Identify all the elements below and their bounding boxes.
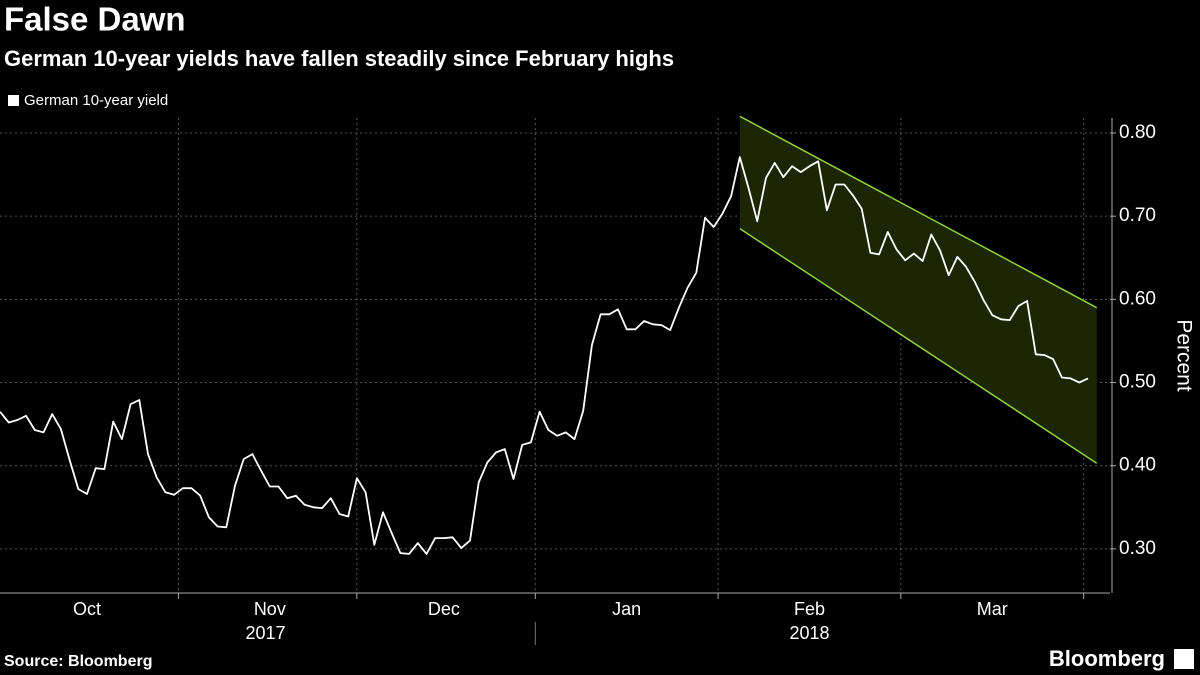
x-tick-label: Oct [73, 599, 101, 619]
brand-icon [1174, 649, 1194, 669]
y-tick-label: 0.50 [1119, 372, 1156, 393]
data-line [0, 156, 1089, 555]
x-tick-label: Feb [794, 599, 825, 619]
x-tick-label: Dec [428, 599, 460, 619]
channel-line [739, 228, 1098, 464]
y-tick-label: 0.30 [1119, 538, 1156, 559]
y-axis-label: Percent [1172, 319, 1195, 392]
brand: Bloomberg [1049, 646, 1165, 671]
y-tick-label: 0.70 [1119, 205, 1156, 226]
source: Source: Bloomberg [4, 653, 152, 670]
y-tick-label: 0.60 [1119, 288, 1156, 309]
x-tick-label: Nov [254, 599, 286, 619]
chart-title: False Dawn [4, 1, 186, 38]
channel-line [739, 115, 1098, 309]
legend-label: German 10-year yield [24, 92, 168, 109]
y-tick-label: 0.40 [1119, 455, 1156, 476]
y-tick-label: 0.80 [1119, 122, 1156, 143]
chart-subtitle: German 10-year yields have fallen steadi… [4, 46, 674, 71]
year-label: 2018 [789, 623, 829, 643]
x-tick-label: Mar [977, 599, 1008, 619]
year-label: 2017 [245, 623, 285, 643]
legend-swatch [8, 95, 19, 106]
x-tick-label: Jan [612, 599, 641, 619]
